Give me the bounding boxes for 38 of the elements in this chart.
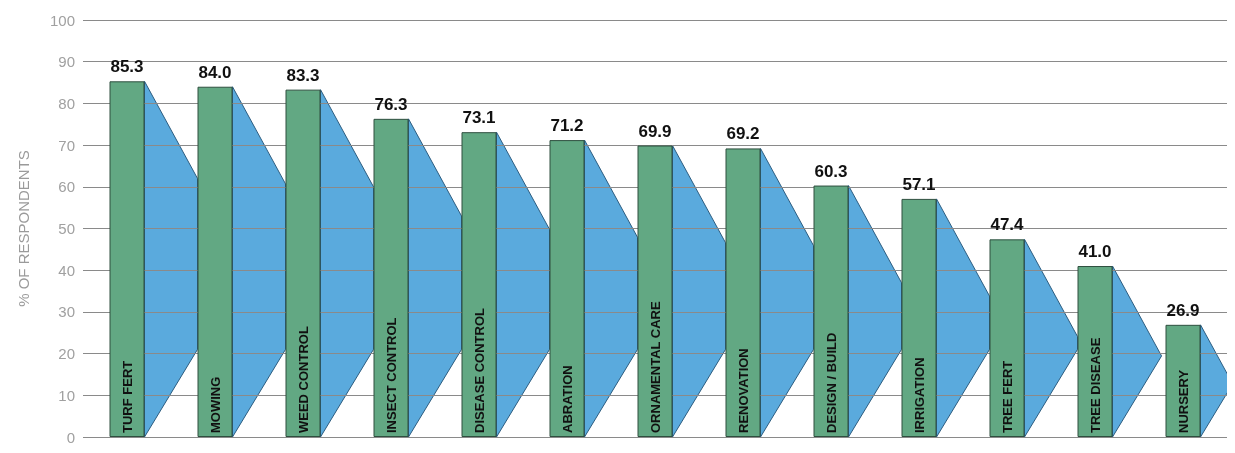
y-tick-label: 60 [58, 178, 75, 196]
x-tick-label: IRRIGATION [911, 357, 927, 433]
x-tick-label: WEED CONTROL [295, 326, 311, 433]
x-tick-label: TREE DISEASE [1087, 337, 1103, 433]
y-tick-label: 20 [58, 345, 75, 363]
y-tick-label: 30 [58, 303, 75, 321]
data-label: 84.0 [198, 62, 232, 82]
y-tick-label: 90 [58, 53, 75, 71]
data-label: 71.2 [550, 116, 584, 136]
x-tick-label: DESIGN / BUILD [823, 332, 839, 433]
y-tick-label: 40 [58, 261, 75, 279]
x-tick-label: TURF FERT [119, 360, 135, 433]
y-tick-label: 70 [58, 136, 75, 154]
x-tick-label: MOWING [207, 376, 223, 433]
y-tick-label: 0 [66, 428, 75, 446]
data-label: 85.3 [110, 57, 144, 77]
data-label: 73.1 [462, 108, 496, 128]
data-label: 76.3 [374, 94, 408, 114]
x-tick-label: TREE FERT [999, 360, 1015, 433]
y-tick-label: 10 [58, 386, 75, 404]
data-label: 26.9 [1166, 300, 1200, 320]
x-tick-label: RENOVATION [735, 348, 751, 433]
y-tick-label: 80 [58, 94, 75, 112]
x-tick-label: ABRATION [559, 365, 575, 433]
data-label: 47.4 [990, 215, 1025, 235]
data-label: 57.1 [902, 174, 936, 194]
y-tick-label: 100 [49, 11, 75, 29]
data-label: 41.0 [1078, 242, 1112, 262]
y-tick-label: 50 [58, 220, 75, 237]
data-label: 60.3 [814, 161, 848, 181]
data-label: 83.3 [286, 65, 320, 85]
y-axis-title: % OF RESPONDENTS [15, 150, 32, 307]
x-tick-label: INSECT CONTROL [383, 317, 399, 433]
x-tick-label: ORNAMENTAL CARE [647, 300, 663, 433]
data-label: 69.2 [726, 124, 760, 144]
x-tick-label: NURSERY [1175, 369, 1191, 433]
x-tick-label: DISEASE CONTROL [471, 307, 487, 433]
data-label: 69.9 [638, 121, 672, 141]
